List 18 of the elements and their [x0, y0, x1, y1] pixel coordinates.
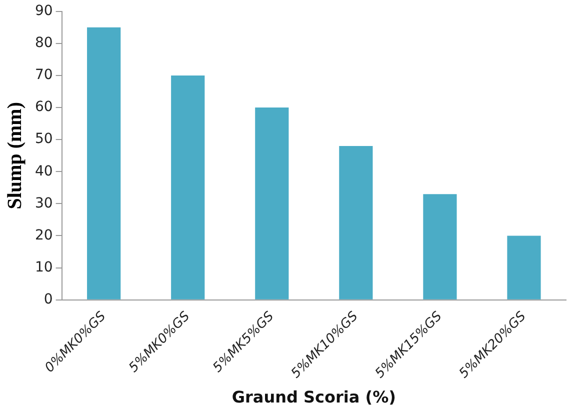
y-tick-label: 30 [34, 195, 53, 212]
y-axis-title: Slump (mm) [4, 102, 26, 210]
bar [171, 75, 205, 300]
bar [507, 236, 541, 300]
y-tick-label: 60 [34, 99, 53, 116]
y-tick-label: 80 [34, 35, 53, 52]
y-tick-label: 40 [34, 163, 53, 180]
x-axis-title: Graund Scoria (%) [232, 388, 396, 407]
y-tick-label: 70 [34, 67, 53, 84]
y-tick-label: 50 [34, 131, 53, 148]
y-tick-label: 10 [34, 259, 53, 276]
bar [423, 194, 457, 300]
bar [339, 146, 373, 300]
y-tick-label: 90 [34, 3, 53, 20]
y-tick-label: 20 [34, 227, 53, 244]
bar [87, 27, 121, 300]
bar [255, 108, 289, 300]
y-tick-label: 0 [44, 291, 53, 308]
